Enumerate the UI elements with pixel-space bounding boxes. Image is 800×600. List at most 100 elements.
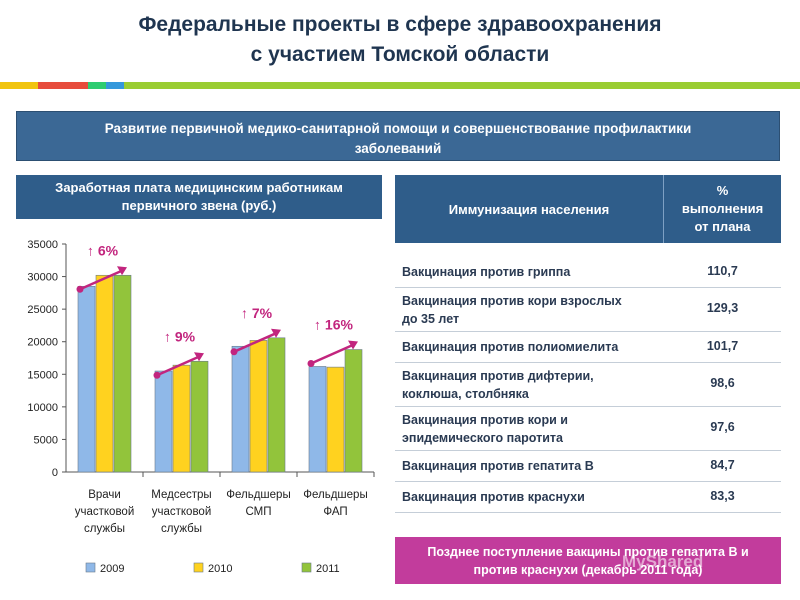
immunization-row-label-line: Вакцинация против гриппа: [402, 265, 571, 279]
legend-swatch-2009: [85, 562, 96, 573]
immunization-row: Вакцинация против кори и эпидемического п…: [395, 407, 781, 451]
immunization-row-label: Вакцинация против кори и эпидемического п…: [402, 411, 657, 447]
immunization-row: Вакцинация против гепатита В 84,7: [395, 451, 781, 482]
stripe-segment-3: [88, 82, 106, 89]
growth-arrow-line: [233, 331, 278, 353]
x-category-label: СМП: [245, 506, 271, 518]
percent-header-line-1: %: [716, 183, 729, 198]
immunization-row-label-line: коклюша, столбняка: [402, 387, 529, 401]
immunization-row-value: 83,3: [710, 489, 735, 503]
immunization-row: Вакцинация против полиомиелита 101,7: [395, 332, 781, 363]
growth-label: ↑ 9%: [164, 328, 196, 344]
salary-header-line-2: первичного звена (руб.): [121, 198, 277, 213]
banner-line-2: заболеваний: [354, 141, 442, 156]
y-tick-label: 15000: [27, 369, 58, 381]
bar-2010-3: [326, 366, 345, 473]
x-category-label: Фельдшеры: [226, 489, 290, 501]
immunization-row-label: Вакцинация против гриппа: [402, 263, 657, 281]
immunization-row-label-line: Вакцинация против дифтерии,: [402, 369, 594, 383]
bar-2011-2: [267, 337, 286, 473]
title-line-1: Федеральные проекты в сфере здравоохране…: [138, 13, 662, 36]
x-category-label: службы: [84, 523, 125, 535]
immunization-row-value: 129,3: [706, 301, 739, 315]
immunization-row-label-line: Вакцинация против кори и: [402, 413, 568, 427]
immunization-row-value: 101,7: [706, 339, 739, 353]
immunization-row: Вакцинация против гриппа 110,7: [395, 257, 781, 288]
immunization-row-label-line: Вакцинация против краснухи: [402, 490, 585, 504]
immunization-row-value: 97,6: [710, 420, 735, 434]
stripe-segment-4: [106, 82, 124, 89]
footer-line-2: против краснухи (декабрь 2011 года): [473, 563, 703, 577]
immunization-row-label: Вакцинация против дифтерии, коклюша, стол…: [402, 367, 657, 403]
x-category-label: участковой: [152, 506, 212, 518]
legend-label-2009: 2009: [100, 563, 124, 575]
bar-2009-2: [231, 345, 250, 473]
legend-swatch-2011: [301, 562, 312, 573]
stripe-segment-5: [124, 82, 800, 89]
immunization-header: Иммунизация населения % выполнения от пл…: [395, 175, 781, 243]
bar-2009-0: [77, 286, 96, 473]
growth-arrow-head: [271, 328, 281, 338]
x-category-label: ФАП: [323, 506, 347, 518]
immunization-row: Вакцинация против кори взрослых до 35 лет…: [395, 288, 781, 332]
bar-2009-1: [154, 370, 173, 473]
stripe-segment-1: [0, 82, 38, 89]
x-category-label: службы: [161, 523, 202, 535]
growth-label: ↑ 6%: [87, 242, 119, 258]
growth-arrow-head: [348, 340, 358, 350]
bar-2011-3: [344, 349, 363, 473]
immunization-header-label: Иммунизация населения: [448, 201, 610, 217]
immunization-row: Вакцинация против дифтерии, коклюша, стол…: [395, 363, 781, 407]
footer-note: Позднее поступление вакцины против гепат…: [395, 537, 781, 584]
bar-2011-1: [190, 360, 209, 473]
x-category-label: Медсестры: [151, 489, 211, 501]
immunization-row: Вакцинация против краснухи 83,3: [395, 482, 781, 513]
bar-2010-2: [249, 340, 268, 473]
growth-arrow-line: [79, 269, 124, 291]
percent-header-line-3: от плана: [694, 219, 751, 234]
growth-label: ↑ 7%: [241, 305, 273, 321]
x-category-label: Врачи: [88, 489, 121, 501]
y-tick-label: 10000: [27, 402, 58, 414]
growth-arrow-head: [117, 266, 127, 276]
salary-chart-header: Заработная плата медицинским работникам …: [16, 175, 382, 219]
x-category-label: участковой: [75, 506, 135, 518]
percent-header-line-2: выполнения: [681, 201, 764, 216]
immunization-table: Вакцинация против гриппа 110,7 Вакцинация …: [395, 257, 781, 513]
legend-label-2011: 2011: [316, 563, 340, 575]
header-divider: [663, 175, 664, 243]
salary-bar-chart: 0 5000 10000 15000 20000 25000 30000 35000 Врачи…: [27, 239, 375, 575]
bar-2010-1: [172, 364, 191, 473]
immunization-row-label-line: Вакцинация против кори взрослых: [402, 294, 622, 308]
section-banner: Развитие первичной медико-санитарной пом…: [16, 111, 780, 161]
salary-header-line-1: Заработная плата медицинским работникам: [55, 180, 343, 195]
stripe-segment-2: [38, 82, 88, 89]
growth-label: ↑ 16%: [314, 317, 353, 333]
immunization-row-label: Вакцинация против полиомиелита: [402, 338, 657, 356]
growth-arrow-line: [156, 355, 201, 377]
y-tick-label: 30000: [27, 272, 58, 284]
watermark: MyShared: [622, 552, 704, 571]
immunization-row-label: Вакцинация против гепатита В: [402, 457, 657, 475]
immunization-row-value: 84,7: [710, 458, 735, 472]
growth-arrow-line: [310, 343, 355, 365]
percent-header: % выполнения от плана: [664, 175, 781, 243]
y-tick-label: 20000: [27, 337, 58, 349]
legend-swatch-2010: [193, 562, 204, 573]
immunization-row-value: 98,6: [710, 376, 735, 390]
bar-2010-0: [95, 274, 114, 473]
y-tick-label: 25000: [27, 304, 58, 316]
x-category-label: Фельдшеры: [303, 489, 367, 501]
growth-arrow-head: [194, 352, 204, 362]
immunization-row-label-line: Вакцинация против полиомиелита: [402, 340, 619, 354]
legend-label-2010: 2010: [208, 563, 232, 575]
bar-2009-3: [308, 366, 327, 473]
immunization-row-label-line: эпидемического паротита: [402, 431, 564, 445]
title-line-2: с участием Томской области: [250, 43, 550, 66]
immunization-row-label-line: до 35 лет: [402, 312, 460, 326]
footer-line-1: Позднее поступление вакцины против гепат…: [427, 545, 749, 559]
immunization-row-label: Вакцинация против краснухи: [402, 488, 657, 506]
banner-line-1: Развитие первичной медико-санитарной пом…: [104, 121, 692, 136]
y-tick-label: 0: [52, 467, 58, 479]
y-tick-label: 35000: [27, 239, 58, 251]
